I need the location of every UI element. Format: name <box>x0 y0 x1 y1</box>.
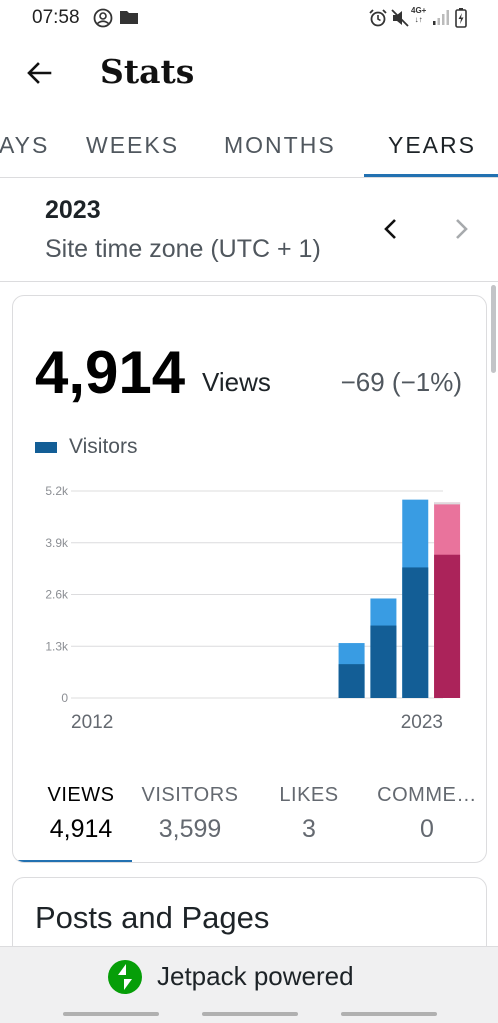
legend-swatch <box>35 442 57 453</box>
views-label: Views <box>202 367 271 397</box>
stat-views-label: VIEWS <box>47 784 115 806</box>
period-label: 2023 <box>45 196 101 224</box>
jetpack-footer: Jetpack powered <box>0 946 498 1023</box>
stat-views-value: 4,914 <box>49 815 113 843</box>
tab-years[interactable]: YEARS <box>388 132 476 158</box>
active-tab-indicator <box>364 174 498 177</box>
x-tick-label-first: 2012 <box>71 712 113 733</box>
network-4g-icon: 4G+ ↓↑ <box>411 6 427 24</box>
views-delta: −69 (−1%) <box>340 367 462 397</box>
chevron-right-icon[interactable] <box>446 214 476 244</box>
date-divider <box>0 281 498 282</box>
account-circle-icon <box>93 8 113 28</box>
signal-icon <box>433 10 449 25</box>
stat-tab-likes[interactable]: LIKES 3 <box>269 784 349 844</box>
y-tick-label: 5.2k <box>45 484 69 498</box>
network-4g-label: 4G+ <box>411 6 427 15</box>
arrow-back-icon[interactable] <box>22 56 56 90</box>
status-time: 07:58 <box>32 7 80 28</box>
bar-visitors-2021 <box>370 625 397 698</box>
alarm-icon <box>369 9 387 27</box>
nav-hint-right <box>341 1012 437 1016</box>
jetpack-powered-label: Jetpack powered <box>157 961 354 991</box>
bar-visitors-2020 <box>338 664 365 698</box>
stat-comments-value: 0 <box>420 815 434 843</box>
timezone-label: Site time zone (UTC + 1) <box>45 235 321 263</box>
bar-visitors-2023 <box>434 554 461 698</box>
nav-hint-center <box>202 1012 298 1016</box>
active-stat-indicator <box>17 860 132 862</box>
views-bar-chart[interactable]: 0 1.3k 2.6k 3.9k 5.2k 2012 2023 <box>13 296 487 746</box>
jetpack-bolt-icon <box>108 960 142 994</box>
stat-tab-views[interactable]: VIEWS 4,914 <box>25 784 137 844</box>
nav-hint-left <box>63 1012 159 1016</box>
stat-visitors-value: 3,599 <box>158 815 222 843</box>
posts-pages-title: Posts and Pages <box>35 900 270 935</box>
stat-comments-label: COMME… <box>377 784 477 806</box>
bar-visitors-2022 <box>402 567 429 698</box>
period-tabs: AYS WEEKS MONTHS YEARS <box>0 120 498 178</box>
tab-weeks[interactable]: WEEKS <box>86 132 180 158</box>
stat-visitors-label: VISITORS <box>141 784 239 806</box>
stat-tab-comments[interactable]: COMME… 0 <box>373 784 481 844</box>
views-total: 4,914 <box>35 339 186 406</box>
mute-icon <box>391 9 409 27</box>
y-tick-label: 0 <box>61 691 68 705</box>
y-tick-label: 1.3k <box>45 639 69 653</box>
y-tick-label: 3.9k <box>45 536 69 550</box>
legend-label: Visitors <box>69 435 138 458</box>
stat-likes-value: 3 <box>302 815 316 843</box>
stat-likes-label: LIKES <box>279 784 339 806</box>
views-card: 4,914 Views −69 (−1%) Visitors 0 1.3k 2.6k… <box>12 295 487 863</box>
x-tick-label-last: 2023 <box>401 712 443 733</box>
status-bar: 07:58 4G+ ↓↑ <box>0 0 498 36</box>
folder-icon <box>120 11 138 24</box>
battery-charging-icon <box>455 8 467 28</box>
tab-days[interactable]: AYS <box>0 132 50 158</box>
tab-months[interactable]: MONTHS <box>224 132 336 158</box>
y-tick-label: 2.6k <box>45 588 69 602</box>
chevron-left-icon[interactable] <box>376 214 406 244</box>
page-title: Stats <box>100 52 195 91</box>
bar-selected-cap <box>434 502 461 505</box>
stat-tab-visitors[interactable]: VISITORS 3,599 <box>137 784 243 844</box>
scrollbar[interactable] <box>491 285 496 373</box>
